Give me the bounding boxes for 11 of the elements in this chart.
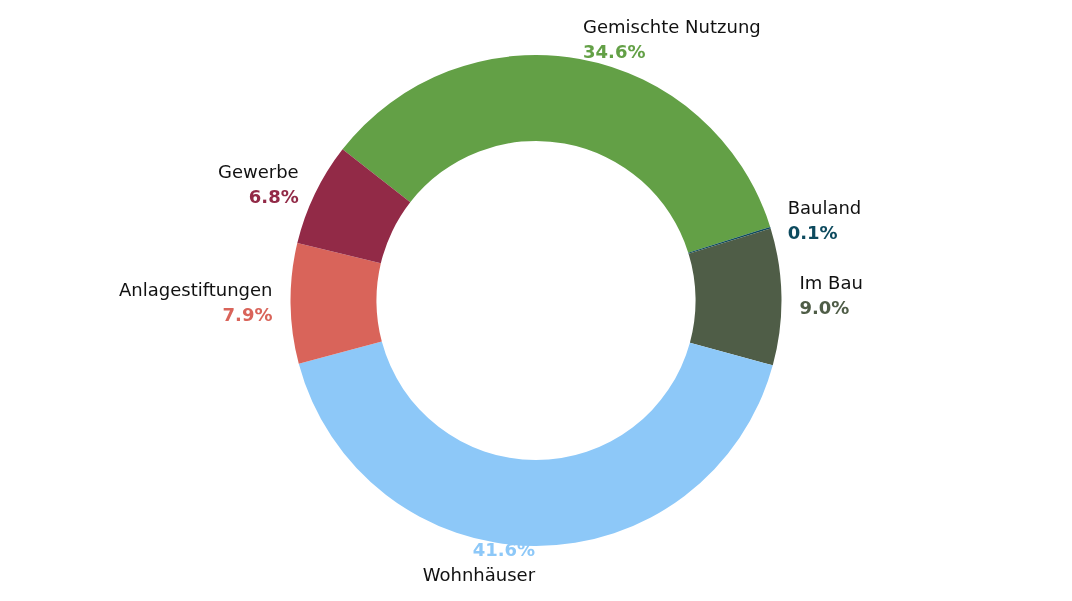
slice-label: Wohnhäuser bbox=[422, 564, 536, 586]
data-label: 6.8% bbox=[248, 186, 299, 208]
slice-label: Im Bau bbox=[799, 271, 863, 293]
data-label: 7.9% bbox=[222, 303, 273, 325]
data-label: 9.0% bbox=[799, 296, 850, 318]
slice-label: Gemischte Nutzung bbox=[583, 16, 761, 38]
slice-label: Gewerbe bbox=[217, 161, 299, 183]
slice-label: Anlagestiftungen bbox=[119, 278, 273, 300]
data-label: 34.6% bbox=[583, 41, 646, 63]
slice-label: Bauland bbox=[787, 197, 862, 219]
data-label: 0.1% bbox=[787, 222, 838, 244]
